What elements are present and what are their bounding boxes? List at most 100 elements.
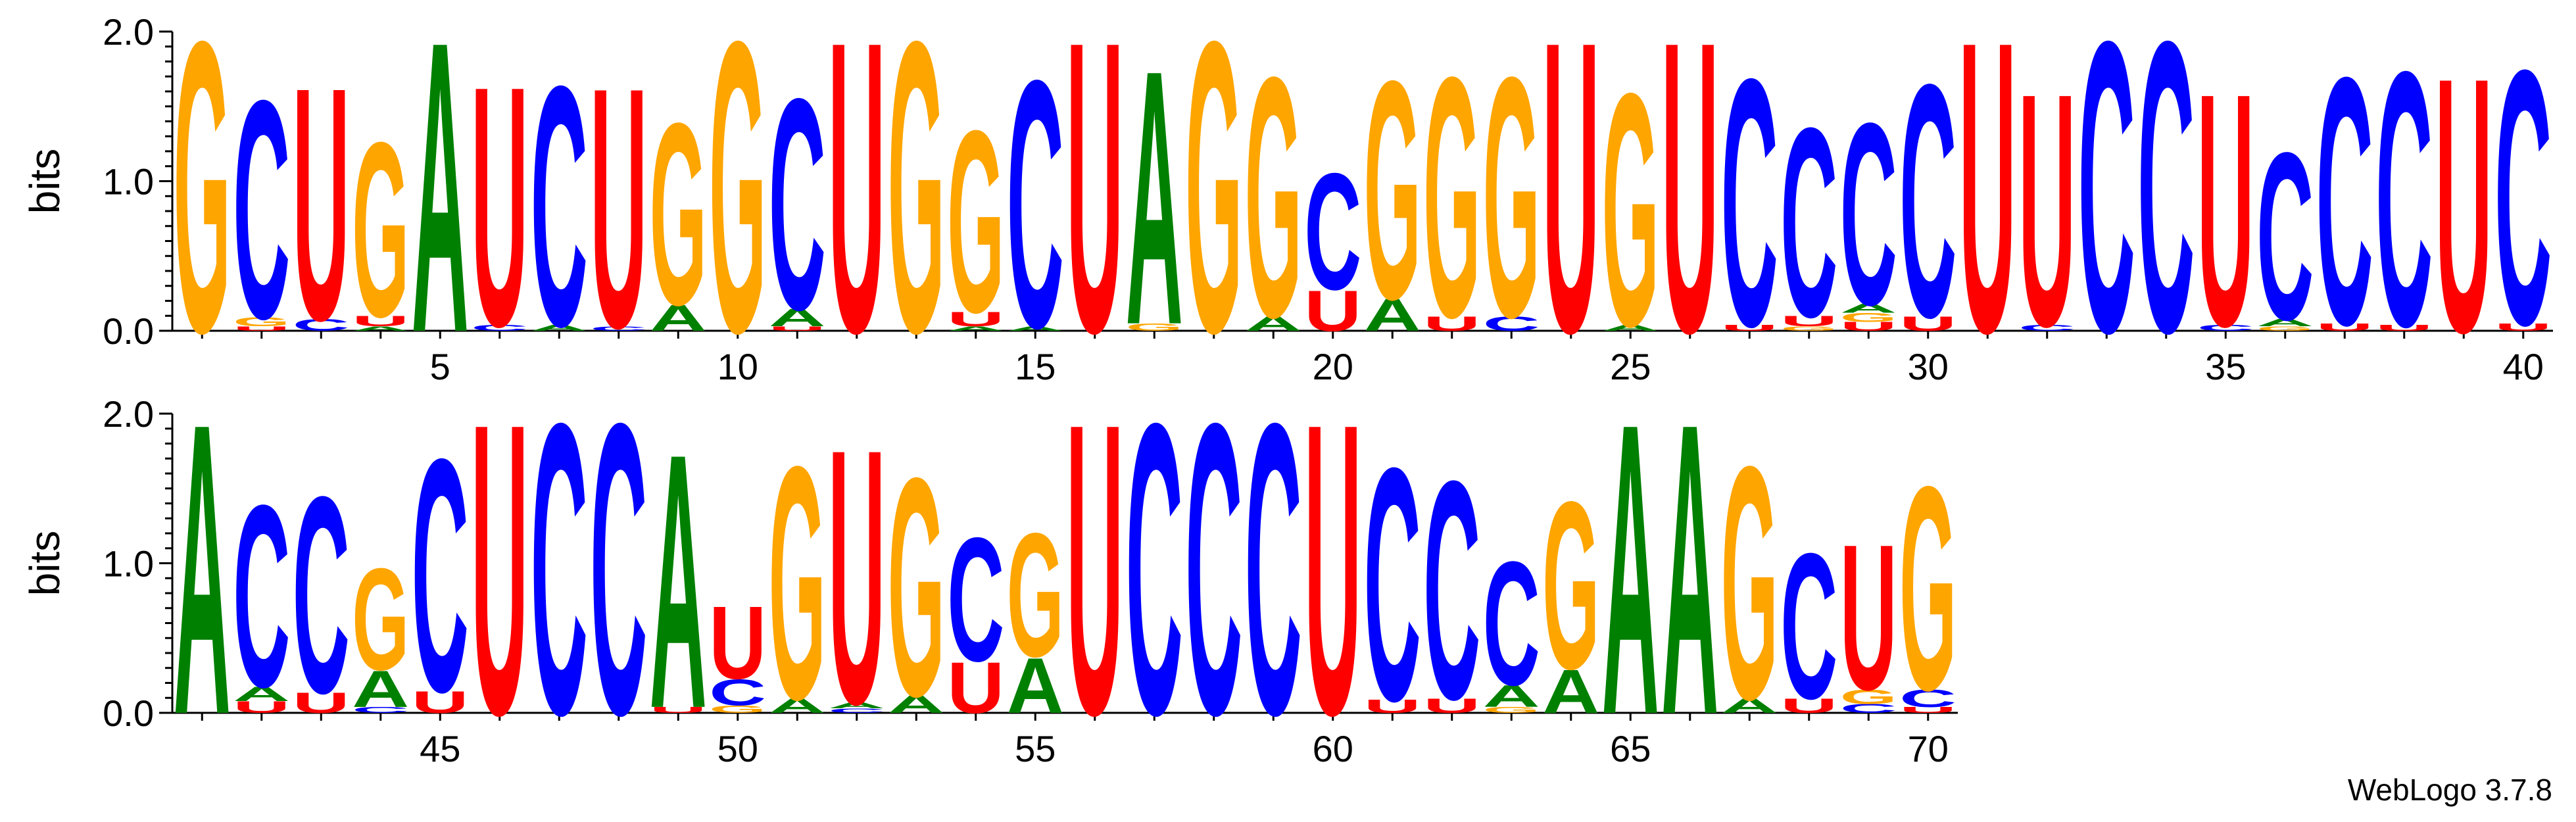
logo-letter-A: A [1245,312,1302,335]
logo-letter-G: G [352,539,409,701]
logo-letter-A: A [531,324,588,333]
x-tick-label: 25 [1610,346,1651,387]
logo-letter-G: G [352,91,409,369]
logo-letter-U: U [2316,322,2373,333]
x-tick-label: 5 [430,346,450,387]
logo-letter-C: C [709,671,766,713]
logo-letter-U: U [1364,696,1421,717]
logo-letter-U: U [769,326,826,333]
logo-letter-A: A [1721,694,1778,717]
logo-letter-U: U [1066,337,1123,802]
logo-letter-G: G [1840,310,1897,324]
logo-letter-G: G [1185,0,1242,420]
logo-letter-C: C [2197,324,2254,333]
logo-letter-A: A [828,701,885,710]
logo-letter-G: G [1245,6,1302,389]
logo-letter-A: A [947,326,1004,333]
logo-letter-A: A [412,0,469,420]
logo-letter-A: A [1542,656,1599,726]
logo-letter-C: C [233,36,290,384]
logo-letter-G: G [1007,496,1064,694]
logo-letter-U: U [947,647,1004,728]
logo-letter-C: C [2256,103,2314,370]
y-tick-label: 1.0 [103,543,154,585]
logo-letter-G: G [1423,6,1480,389]
logo-letter-A: A [650,297,707,339]
logo-letter-G: G [947,76,1004,367]
logo-letter-G: G [2256,325,2314,332]
x-tick-label: 45 [420,728,460,769]
y-tick-label: 2.0 [103,11,154,53]
x-tick-label: 15 [1015,346,1056,387]
logo-letter-U: U [1423,694,1480,717]
logo-letter-U: U [1304,278,1361,343]
logo-letter-G: G [233,315,290,329]
x-tick-label: 65 [1610,728,1651,769]
logo-letter-U: U [2494,322,2552,333]
x-tick-label: 55 [1015,728,1056,769]
logo-letter-A: A [1364,289,1421,341]
logo-letter-C: C [233,451,290,741]
logo-letter-G: G [1602,24,1659,396]
logo-letter-G: G [1721,397,1778,769]
logo-letter-C: C [1899,14,1956,386]
x-tick-label: 20 [1313,346,1353,387]
logo-letter-U: U [1542,0,1599,420]
logo-letter-U: U [1899,706,1956,715]
x-tick-label: 35 [2205,346,2246,387]
logo-letter-U: U [471,15,528,399]
logo-letter-G: G [1364,15,1421,364]
logo-letter-U: U [709,585,766,701]
logo-letter-G: G [1780,325,1837,332]
logo-letter-U: U [828,0,885,420]
logo-letter-U: U [1661,0,1718,420]
logo-letter-G: G [709,0,766,420]
logo-letter-C: C [1126,337,1183,802]
logo-letter-C: C [1423,417,1480,765]
logo-letter-A: A [769,304,826,332]
logo-letter-U: U [1959,0,2016,420]
logo-letter-G: G [769,397,826,769]
logo-letter-U: U [233,326,290,333]
logo-letter-C: C [1721,7,1778,400]
logo-letter-G: G [1126,322,1183,333]
logo-letter-G: G [650,68,707,359]
logo-letter-C: C [947,502,1004,698]
logo-letter-U: U [2018,24,2076,395]
logo-letter-C: C [2137,0,2195,420]
y-axis-title: bits [21,531,68,596]
x-tick-label: 50 [717,728,758,769]
logo-letter-C: C [293,439,350,752]
logo-letter-G: G [888,0,945,420]
logo-letter-C: C [1840,702,1897,715]
logo-letter-G: G [1840,685,1897,708]
y-tick-label: 2.0 [103,393,154,435]
logo-letter-U: U [352,313,409,329]
logo-letter-C: C [2078,0,2135,420]
logo-letter-U: U [1840,501,1897,733]
logo-letter-G: G [1542,452,1599,719]
logo-letter-A: A [352,660,409,717]
logo-letter-C: C [352,706,409,715]
x-tick-label: 70 [1908,728,1949,769]
logo-letter-C: C [1780,72,1837,374]
logo-letter-C: C [2018,324,2076,333]
logo-letter-U: U [1304,337,1361,802]
logo-letter-C: C [769,36,826,372]
logo-letter-C: C [2375,0,2433,402]
logo-letter-U: U [828,374,885,780]
logo-letter-G: G [709,704,766,715]
logo-letter-U: U [947,307,1004,331]
logo-letter-C: C [471,324,528,333]
logo-letter-U: U [1780,313,1837,329]
logo-letter-U: U [293,687,350,719]
logo-letter-C: C [1185,337,1242,802]
logo-letter-C: C [1245,337,1302,802]
logo-letter-U: U [650,706,707,715]
logo-letter-C: C [828,708,885,715]
logo-letter-U: U [1899,312,1956,335]
logo-letter-A: A [352,326,409,333]
logo-letter-G: G [888,412,945,761]
